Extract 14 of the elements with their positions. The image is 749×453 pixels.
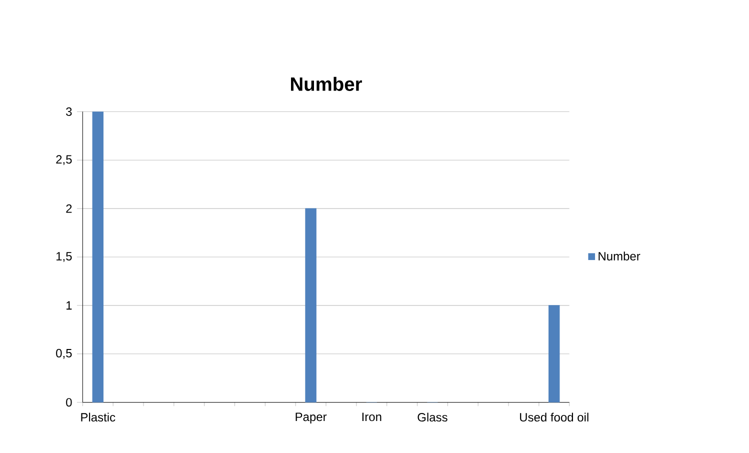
legend-label: Number (598, 252, 640, 260)
y-tick-label: 2 (66, 204, 72, 213)
y-tick-label: 1,5 (56, 252, 72, 262)
x-tick-label: Paper (296, 412, 327, 424)
y-tick-label: 2,5 (56, 155, 72, 166)
chart-title: Number (291, 76, 362, 91)
x-tick-label: Used food oil (520, 412, 588, 422)
x-tick-label: Iron (362, 412, 382, 422)
y-tick-label: 0 (66, 398, 72, 407)
y-tick-label: 1 (66, 301, 72, 310)
x-tick-label: Plastic (81, 412, 116, 422)
y-tick-label: 0,5 (56, 348, 72, 359)
x-tick-label: Glass (418, 412, 448, 422)
y-tick-label: 3 (66, 107, 72, 116)
